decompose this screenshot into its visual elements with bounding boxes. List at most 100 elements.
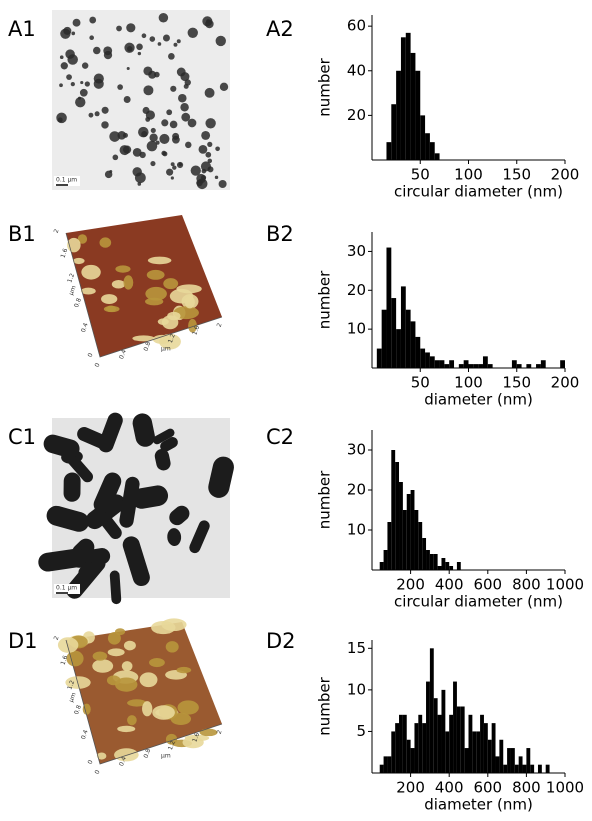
particle bbox=[180, 103, 189, 112]
particle bbox=[152, 428, 175, 445]
histogram-bar bbox=[476, 731, 481, 773]
particle bbox=[81, 62, 89, 69]
x-tick-label: 200 bbox=[551, 374, 580, 392]
histogram-bar bbox=[410, 748, 415, 773]
particle bbox=[66, 74, 72, 81]
particle bbox=[93, 78, 104, 89]
y-tick-label: 10 bbox=[347, 680, 366, 698]
x-tick-label: 600 bbox=[473, 576, 502, 594]
afm-y-tick-label: 0.8 bbox=[73, 704, 83, 716]
particle bbox=[134, 172, 146, 184]
histogram-bar bbox=[396, 329, 401, 368]
afm-y-tick-label: 0.8 bbox=[73, 297, 83, 309]
x-tick-label: 100 bbox=[454, 166, 483, 184]
particle bbox=[147, 256, 172, 265]
histogram-bar bbox=[456, 706, 461, 773]
histogram-bar bbox=[434, 153, 440, 160]
particle bbox=[75, 97, 86, 108]
histogram-bar bbox=[460, 706, 465, 773]
particle bbox=[190, 165, 201, 176]
particle bbox=[161, 119, 169, 127]
panel-label: A1 bbox=[8, 17, 36, 41]
x-tick-label: 50 bbox=[411, 374, 430, 392]
histogram-bar bbox=[433, 554, 438, 570]
particle bbox=[149, 658, 165, 668]
afm-x-tick-label: 0 bbox=[94, 769, 102, 775]
afm-y-unit: µm bbox=[68, 285, 78, 297]
particle bbox=[122, 145, 132, 154]
histogram-bar bbox=[507, 748, 511, 773]
particle bbox=[67, 54, 78, 65]
afm-y-tick-label: 0.4 bbox=[80, 322, 90, 334]
y-tick-label: 20 bbox=[347, 106, 366, 124]
particle bbox=[116, 25, 122, 32]
histogram-bar bbox=[425, 352, 430, 368]
particle bbox=[115, 677, 138, 692]
histogram-bar bbox=[381, 309, 387, 368]
afm-surface bbox=[66, 215, 222, 357]
x-tick-label: 400 bbox=[435, 576, 464, 594]
particle bbox=[150, 160, 156, 167]
histogram-bar bbox=[518, 756, 523, 773]
histogram-bar bbox=[478, 364, 483, 368]
particle bbox=[60, 62, 68, 70]
particle bbox=[166, 109, 173, 116]
histogram-bar bbox=[514, 764, 519, 773]
histogram-bar bbox=[433, 698, 438, 773]
particle bbox=[141, 131, 148, 138]
particle bbox=[146, 140, 158, 152]
afm-frame bbox=[65, 639, 223, 765]
histogram-bar bbox=[510, 748, 515, 773]
particle bbox=[117, 725, 136, 733]
particle bbox=[176, 39, 181, 44]
afm-image: 0 0 0.4 0.4 0.8 0.8 1.2 1.2 1.6 1.6 2 2 µm µm bbox=[53, 618, 224, 775]
particle bbox=[176, 666, 192, 674]
particle bbox=[176, 284, 202, 294]
particle bbox=[201, 130, 211, 140]
particle bbox=[168, 53, 175, 60]
particle bbox=[123, 96, 131, 103]
particle bbox=[127, 715, 137, 726]
particle bbox=[205, 151, 212, 158]
particle bbox=[161, 150, 167, 156]
histogram-bar bbox=[441, 558, 446, 570]
x-tick-label: 600 bbox=[473, 779, 502, 797]
particle bbox=[73, 257, 85, 265]
particle bbox=[126, 23, 136, 33]
particle bbox=[201, 168, 207, 174]
particle bbox=[149, 36, 156, 42]
histogram-bar bbox=[453, 681, 457, 773]
x-tick-label: 800 bbox=[512, 779, 541, 797]
scale-bar-box bbox=[54, 176, 80, 186]
particle bbox=[119, 476, 140, 528]
particle bbox=[145, 110, 156, 120]
panel-label: D1 bbox=[8, 629, 38, 653]
particle bbox=[109, 170, 113, 174]
particle bbox=[152, 705, 175, 720]
scale-bar-label: 0.1 µm bbox=[56, 177, 77, 184]
afm-y-tick-label: 0 bbox=[87, 759, 95, 765]
particle bbox=[145, 286, 167, 301]
panel-label: C1 bbox=[8, 425, 36, 449]
particle bbox=[149, 133, 158, 142]
particle bbox=[71, 31, 76, 36]
panel-label: D2 bbox=[266, 629, 296, 653]
histogram-bar bbox=[379, 562, 384, 570]
histogram-bar bbox=[414, 510, 419, 570]
afm-y-tick-label: 2 bbox=[53, 635, 61, 641]
histogram-bar bbox=[511, 360, 517, 368]
histogram-bar bbox=[434, 360, 440, 368]
particle bbox=[72, 18, 81, 27]
y-axis-label: number bbox=[316, 270, 334, 329]
particle bbox=[89, 16, 97, 24]
x-tick-label: 800 bbox=[512, 576, 541, 594]
histogram-bar bbox=[391, 104, 397, 160]
particle bbox=[207, 158, 213, 164]
histogram-bar bbox=[383, 550, 388, 570]
afm-y-tick-label: 1.2 bbox=[66, 679, 76, 691]
histogram-bar bbox=[418, 714, 423, 773]
particle bbox=[126, 66, 130, 70]
histogram-bar bbox=[429, 356, 435, 368]
histogram-bar bbox=[449, 566, 454, 570]
histogram-bar bbox=[391, 450, 396, 570]
